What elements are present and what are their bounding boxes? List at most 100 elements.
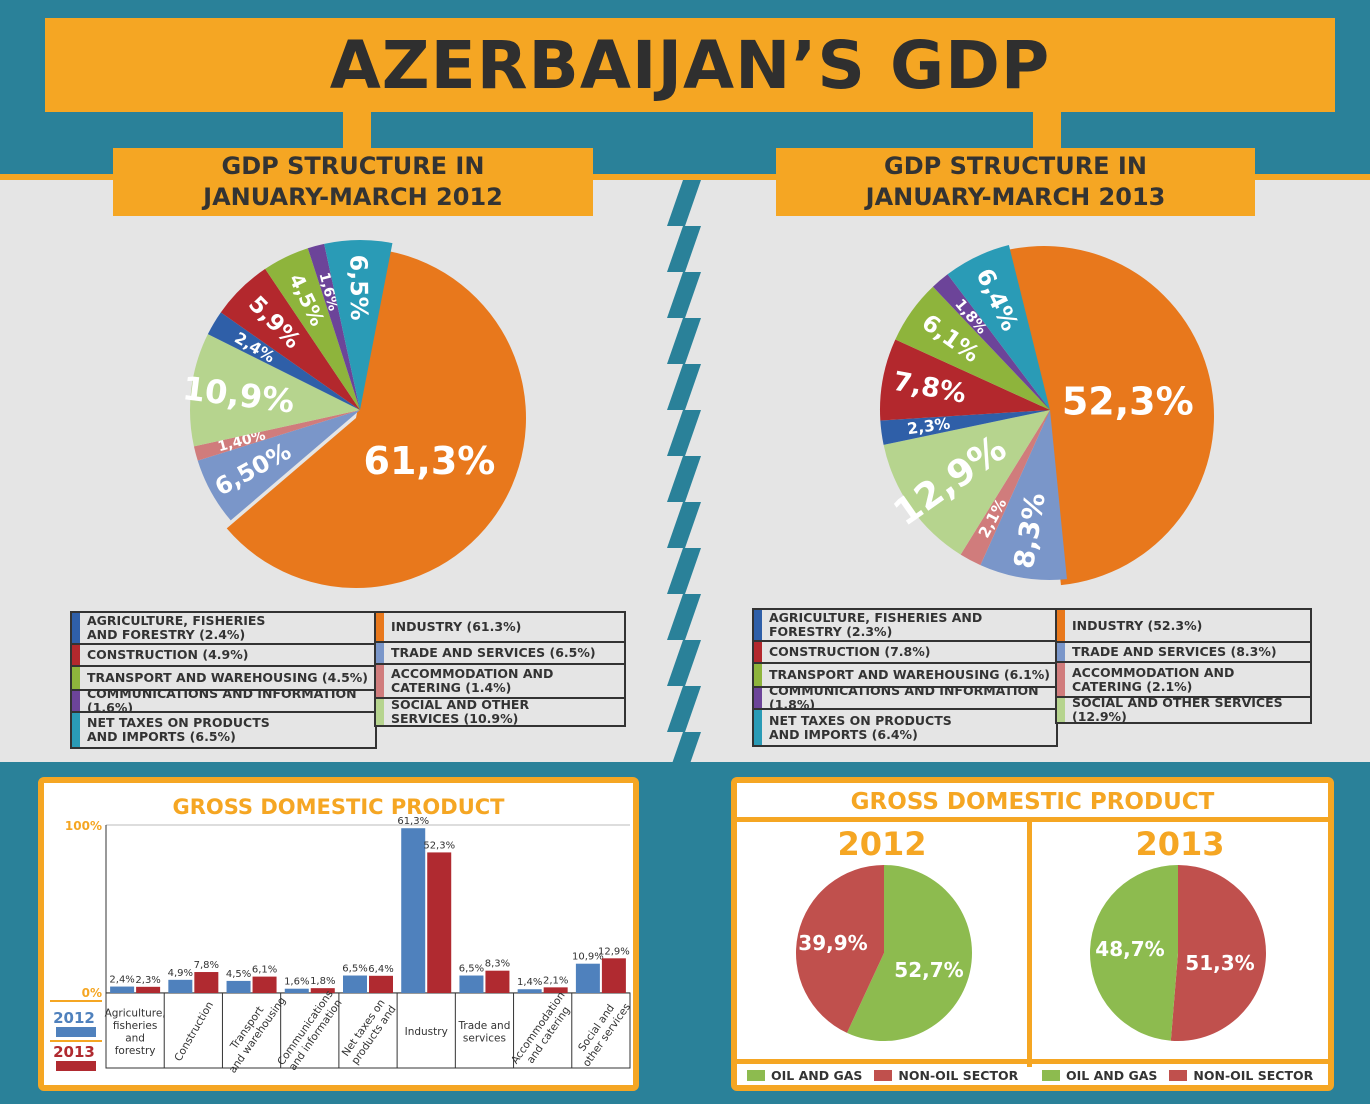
- bar-chart: 100% 0% 2,4% 2,3% Agriculture, fisheries and fo…: [50, 816, 633, 1076]
- legend-item-trade: TRADE AND SERVICES (6.5%): [374, 641, 626, 665]
- pie-slice-social: [883, 410, 1050, 555]
- oil-card-rule-middle: [1027, 817, 1032, 1067]
- legend-label-transport: TRANSPORT AND WAREHOUSING (6.1%): [769, 667, 1051, 682]
- legend-2012-swatch: [56, 1027, 96, 1037]
- bar-2013-3: [310, 988, 335, 993]
- legend-item-agriculture: AGRICULTURE, FISHERIES AND FORESTRY (2.4…: [70, 611, 377, 645]
- legend-swatch-transport: [72, 667, 80, 689]
- legend-swatch-construction: [754, 642, 762, 662]
- pie-2013-title-line2: JANUARY-MARCH 2013: [865, 183, 1166, 211]
- legend-2013-right: INDUSTRY (52.3%) TRADE AND SERVICES (8.3%…: [1055, 608, 1312, 724]
- nonoil-swatch: [874, 1070, 893, 1081]
- bar-label-2013-2: 6,1%: [252, 965, 277, 976]
- legend-2013-left: AGRICULTURE, FISHERIES AND FORESTRY (2.3…: [752, 608, 1058, 747]
- legend-item-industry: INDUSTRY (52.3%): [1055, 608, 1312, 643]
- legend-item-transport: TRANSPORT AND WAREHOUSING (6.1%): [752, 662, 1058, 688]
- nonoil-swatch: [1169, 1070, 1188, 1081]
- bar-label-2012-0: 2,4%: [109, 975, 134, 986]
- legend-label-transport: TRANSPORT AND WAREHOUSING (4.5%): [87, 670, 369, 685]
- bar-label-2012-8: 10,9%: [572, 952, 604, 963]
- legend-swatch-trade: [376, 643, 384, 663]
- category-table: [105, 992, 631, 1069]
- pie-chart-2013: 52,3%8,3%2,1%12,9%2,3%7,8%6,1%1,8%6,4%: [880, 245, 1214, 586]
- pie-slice-accommodation: [960, 410, 1050, 566]
- bar-label-2012-3: 1,6%: [284, 977, 309, 988]
- legend-item-accommodation: ACCOMMODATION AND CATERING (2.1%): [1055, 661, 1312, 698]
- oil-label-non_oil: 39,9%: [798, 931, 867, 955]
- oil-pie-2012: 52,7% 39,9%: [796, 865, 972, 1041]
- legend-swatch-social: [1057, 698, 1065, 722]
- legend-swatch-transport: [754, 664, 762, 686]
- legend-label-trade: TRADE AND SERVICES (6.5%): [391, 645, 596, 660]
- legend-2012-left: AGRICULTURE, FISHERIES AND FORESTRY (2.4…: [70, 611, 377, 749]
- bar-2013-8: [601, 958, 626, 993]
- oil-label-oil_gas: 52,7%: [894, 958, 963, 982]
- legend-swatch-accommodation: [1057, 663, 1065, 696]
- pie-label-industry: 52,3%: [1062, 379, 1194, 423]
- year-2013-heading: 2013: [1135, 825, 1225, 863]
- oil-label-non_oil: 51,3%: [1185, 951, 1254, 975]
- bar-chart-card: GROSS DOMESTIC PRODUCT 100% 0% 2,4% 2,3% Agr…: [38, 777, 639, 1091]
- page-title: AZERBAIJAN’S GDP: [329, 26, 1051, 104]
- legend-item-social: SOCIAL AND OTHER SERVICES (12.9%): [1055, 696, 1312, 724]
- legend-label-agriculture: AGRICULTURE, FISHERIES AND FORESTRY (2.3…: [769, 610, 983, 639]
- legend-item-construction: CONSTRUCTION (7.8%): [752, 640, 1058, 664]
- legend-swatch-accommodation: [376, 665, 384, 697]
- bar-label-2013-3: 1,8%: [310, 976, 335, 987]
- pie-slice-agriculture: [207, 312, 360, 410]
- legend-2012-label: 2012: [53, 1009, 95, 1027]
- legend-label-accommodation: ACCOMMODATION AND CATERING (1.4%): [391, 666, 554, 695]
- category-label-0: Agriculture, fisheries and forestry: [105, 1007, 166, 1057]
- bar-label-2012-1: 4,9%: [168, 968, 193, 979]
- pie-chart-2012: 61,3%6,50%1,40%10,9%2,4%5,9%4,5%1,6% 6,5%: [180, 240, 527, 588]
- bar-2013-6: [485, 970, 510, 993]
- bar-2012-0: [110, 986, 135, 993]
- category-label-6: Trade and services: [458, 1020, 511, 1045]
- pie-label-industry: 61,3%: [364, 439, 496, 483]
- year-2012-heading: 2012: [837, 825, 927, 863]
- legend-item-net_taxes: NET TAXES ON PRODUCTS AND IMPORTS (6.5%): [70, 711, 377, 749]
- bar-2012-4: [343, 975, 367, 993]
- legend-swatch-agriculture: [72, 613, 80, 643]
- oil-legend-label: OIL AND GAS: [771, 1068, 863, 1083]
- bar-2012-6: [459, 975, 484, 993]
- oil-legend-2012: OIL AND GAS NON-OIL SECTOR: [747, 1068, 1018, 1083]
- legend-label-industry: INDUSTRY (52.3%): [1072, 617, 1203, 633]
- oil-swatch: [1042, 1070, 1060, 1081]
- connector-left: [343, 110, 371, 150]
- legend-label-trade: TRADE AND SERVICES (8.3%): [1072, 644, 1277, 659]
- legend-swatch-agriculture: [754, 610, 762, 640]
- legend-item-agriculture: AGRICULTURE, FISHERIES AND FORESTRY (2.3…: [752, 608, 1058, 642]
- pie-slice-trade: [980, 410, 1067, 580]
- oil-legend-label: OIL AND GAS: [1066, 1068, 1158, 1083]
- pie-label-net_taxes: 6,5%: [344, 255, 373, 321]
- legend-label-net_taxes: NET TAXES ON PRODUCTS AND IMPORTS (6.4%): [769, 712, 952, 742]
- bar-2012-5: [401, 828, 426, 993]
- legend-swatch-trade: [1057, 643, 1065, 661]
- legend-label-net_taxes: NET TAXES ON PRODUCTS AND IMPORTS (6.5%): [87, 715, 270, 744]
- legend-swatch-net_taxes: [754, 710, 762, 745]
- oil-slice-non_oil: [796, 865, 884, 1033]
- bar-label-2012-7: 1,4%: [517, 977, 542, 988]
- legend-label-industry: INDUSTRY (61.3%): [391, 619, 522, 634]
- oil-pie-card: GROSS DOMESTIC PRODUCT 2012 2013 52,7% 39…: [731, 777, 1334, 1091]
- pie-slice-accommodation: [193, 410, 360, 461]
- pie-2013-header: GDP STRUCTURE IN JANUARY-MARCH 2013: [776, 148, 1255, 216]
- legend-swatch-communications: [754, 688, 762, 708]
- bar-label-2012-5: 61,3%: [397, 816, 429, 827]
- bar-card-title: GROSS DOMESTIC PRODUCT: [172, 795, 505, 819]
- legend-swatch-communications: [72, 691, 80, 711]
- bar-2013-4: [369, 975, 393, 993]
- pie-slice-construction: [880, 339, 1050, 421]
- legend-item-construction: CONSTRUCTION (4.9%): [70, 643, 377, 667]
- legend-label-communications: COMMUNICATIONS AND INFORMATION (1.8%): [769, 683, 1039, 712]
- legend-item-social: SOCIAL AND OTHER SERVICES (10.9%): [374, 697, 626, 727]
- pie-slice-trade: [197, 410, 360, 521]
- bar-2012-7: [517, 989, 542, 993]
- oil-card-rule-top: [737, 817, 1328, 822]
- legend-item-net_taxes: NET TAXES ON PRODUCTS AND IMPORTS (6.4%): [752, 708, 1058, 747]
- pie-slice-agriculture: [880, 410, 1050, 445]
- legend-label-construction: CONSTRUCTION (7.8%): [769, 644, 931, 659]
- oil-pie-2013: 51,3% 48,7%: [1090, 865, 1266, 1041]
- legend-item-accommodation: ACCOMMODATION AND CATERING (1.4%): [374, 663, 626, 699]
